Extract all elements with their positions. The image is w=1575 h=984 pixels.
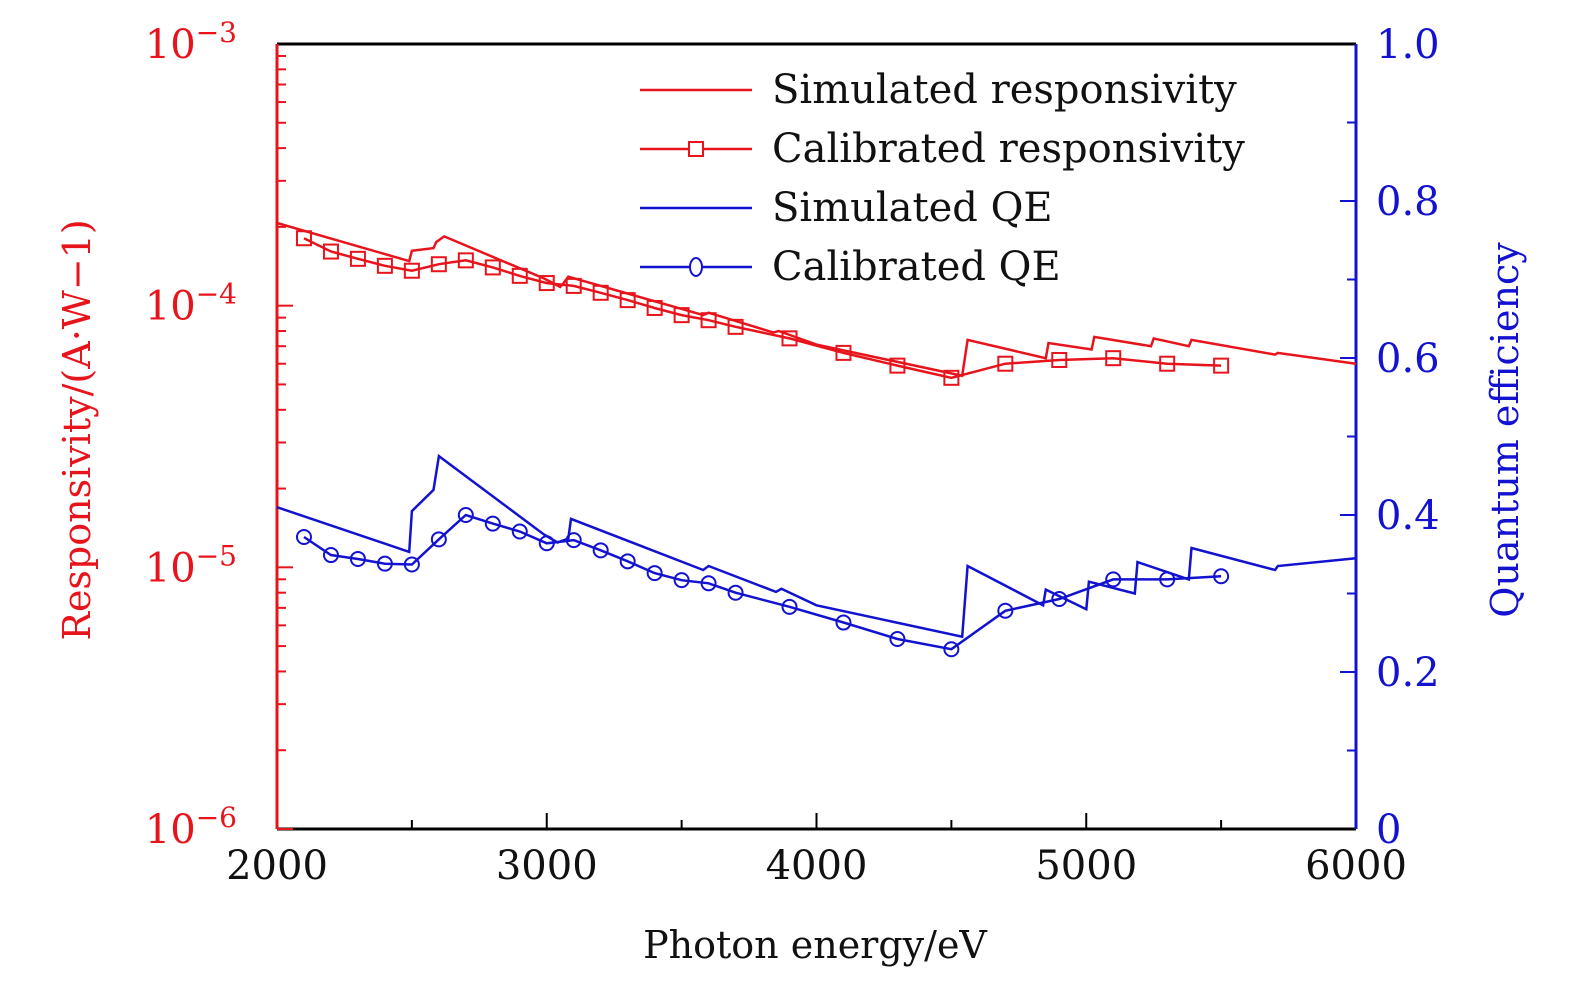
simulated-responsivity-line <box>276 221 1357 378</box>
calibrated-responsivity-marker <box>484 259 501 276</box>
legend-label: Simulated QE <box>772 185 1053 231</box>
calibrated-responsivity-marker <box>1105 350 1122 367</box>
calibrated-qe-marker <box>295 528 312 545</box>
calibrated-responsivity-marker <box>646 299 663 316</box>
y-axis-right-title: Quantum efficiency <box>1483 242 1527 618</box>
calibrated-responsivity-marker <box>376 257 393 274</box>
calibrated-responsivity-marker <box>430 256 447 273</box>
calibrated-qe-marker <box>997 602 1014 619</box>
y-right-tick-label: 0.8 <box>1376 179 1440 225</box>
calibrated-qe-marker <box>1213 568 1230 585</box>
calibrated-qe-marker <box>889 631 906 648</box>
calibrated-qe-marker <box>619 553 636 570</box>
calibrated-qe-marker <box>403 556 420 573</box>
calibrated-qe-marker <box>835 614 852 631</box>
calibrated-responsivity-marker <box>889 357 906 374</box>
calibrated-responsivity-marker <box>727 318 744 335</box>
calibrated-responsivity-marker <box>511 267 528 284</box>
calibrated-qe-marker <box>538 535 555 552</box>
calibrated-qe-marker <box>646 565 663 582</box>
calibrated-responsivity-marker <box>322 243 339 260</box>
calibrated-qe-marker <box>1159 571 1176 588</box>
calibrated-responsivity-marker <box>403 262 420 279</box>
y-right-tick-label: 1.0 <box>1376 22 1440 68</box>
x-axis-title: Photon energy/eV <box>643 923 987 967</box>
legend-marker-square <box>688 141 704 157</box>
calibrated-qe-marker <box>673 572 690 589</box>
y-left-tick-label: 10−6 <box>145 801 237 853</box>
calibrated-responsivity-marker <box>1159 355 1176 372</box>
calibrated-responsivity-marker <box>619 292 636 309</box>
calibrated-qe-marker <box>592 542 609 559</box>
calibrated-qe-marker <box>727 584 744 601</box>
y-left-tick-label: 10−5 <box>145 539 237 591</box>
x-tick-label: 6000 <box>1305 843 1407 889</box>
y-axis-left-title: Responsivity/(A·W−1) <box>55 219 99 640</box>
calibrated-qe-marker <box>511 523 528 540</box>
y-right-tick-label: 0.2 <box>1376 650 1440 696</box>
calibrated-qe-marker <box>484 515 501 532</box>
calibrated-responsivity-marker <box>943 369 960 386</box>
x-tick-label: 3000 <box>496 843 598 889</box>
y-right-tick-label: 0.4 <box>1376 493 1440 539</box>
calibrated-responsivity-marker <box>835 344 852 361</box>
calibrated-qe-marker <box>700 575 717 592</box>
calibrated-qe-marker <box>781 598 798 615</box>
legend-label: Simulated responsivity <box>772 67 1237 113</box>
legend: Simulated responsivity Calibrated respons… <box>640 67 1245 290</box>
calibrated-qe-marker <box>943 641 960 658</box>
calibrated-responsivity-marker <box>538 275 555 292</box>
calibrated-qe-marker <box>457 507 474 523</box>
axes-group: 2000 3000 4000 5000 6000 10−3 10−4 10−5 10−6 1.0 0… <box>145 16 1440 889</box>
calibrated-responsivity-marker <box>295 230 312 247</box>
calibrated-responsivity-marker <box>592 284 609 301</box>
x-tick-label: 2000 <box>226 843 328 889</box>
y-left-tick-label: 10−4 <box>145 278 237 330</box>
x-tick-label: 4000 <box>766 843 868 889</box>
calibrated-responsivity-marker <box>781 330 798 347</box>
calibrated-qe-line <box>303 513 1222 651</box>
x-tick-label: 5000 <box>1035 843 1137 889</box>
y-right-tick-label: 0 <box>1376 807 1401 853</box>
calibrated-responsivity-marker <box>673 307 690 324</box>
calibrated-responsivity-marker <box>997 355 1014 372</box>
calibrated-qe-marker <box>430 531 447 548</box>
calibrated-responsivity-marker <box>1213 357 1230 374</box>
calibrated-qe-marker <box>1105 571 1122 588</box>
legend-label: Calibrated responsivity <box>772 126 1245 172</box>
legend-label: Calibrated QE <box>772 244 1061 290</box>
y-right-tick-label: 0.6 <box>1376 336 1440 382</box>
y-left-tick-label: 10−3 <box>145 16 237 68</box>
calibrated-responsivity-marker <box>457 252 474 269</box>
calibrated-responsivity-marker <box>565 277 582 294</box>
calibrated-qe-marker <box>565 532 582 549</box>
calibrated-qe-marker <box>322 547 339 564</box>
legend-marker-circle <box>689 257 703 277</box>
calibrated-responsivity-marker <box>349 250 366 267</box>
plot-area <box>276 221 1357 658</box>
calibrated-responsivity-marker <box>700 312 717 329</box>
calibrated-qe-marker <box>376 555 393 572</box>
calibrated-qe-marker <box>349 550 366 567</box>
calibrated-responsivity-marker <box>1051 351 1068 368</box>
calibrated-responsivity-line <box>303 237 1222 380</box>
calibrated-qe-marker <box>1051 590 1068 607</box>
